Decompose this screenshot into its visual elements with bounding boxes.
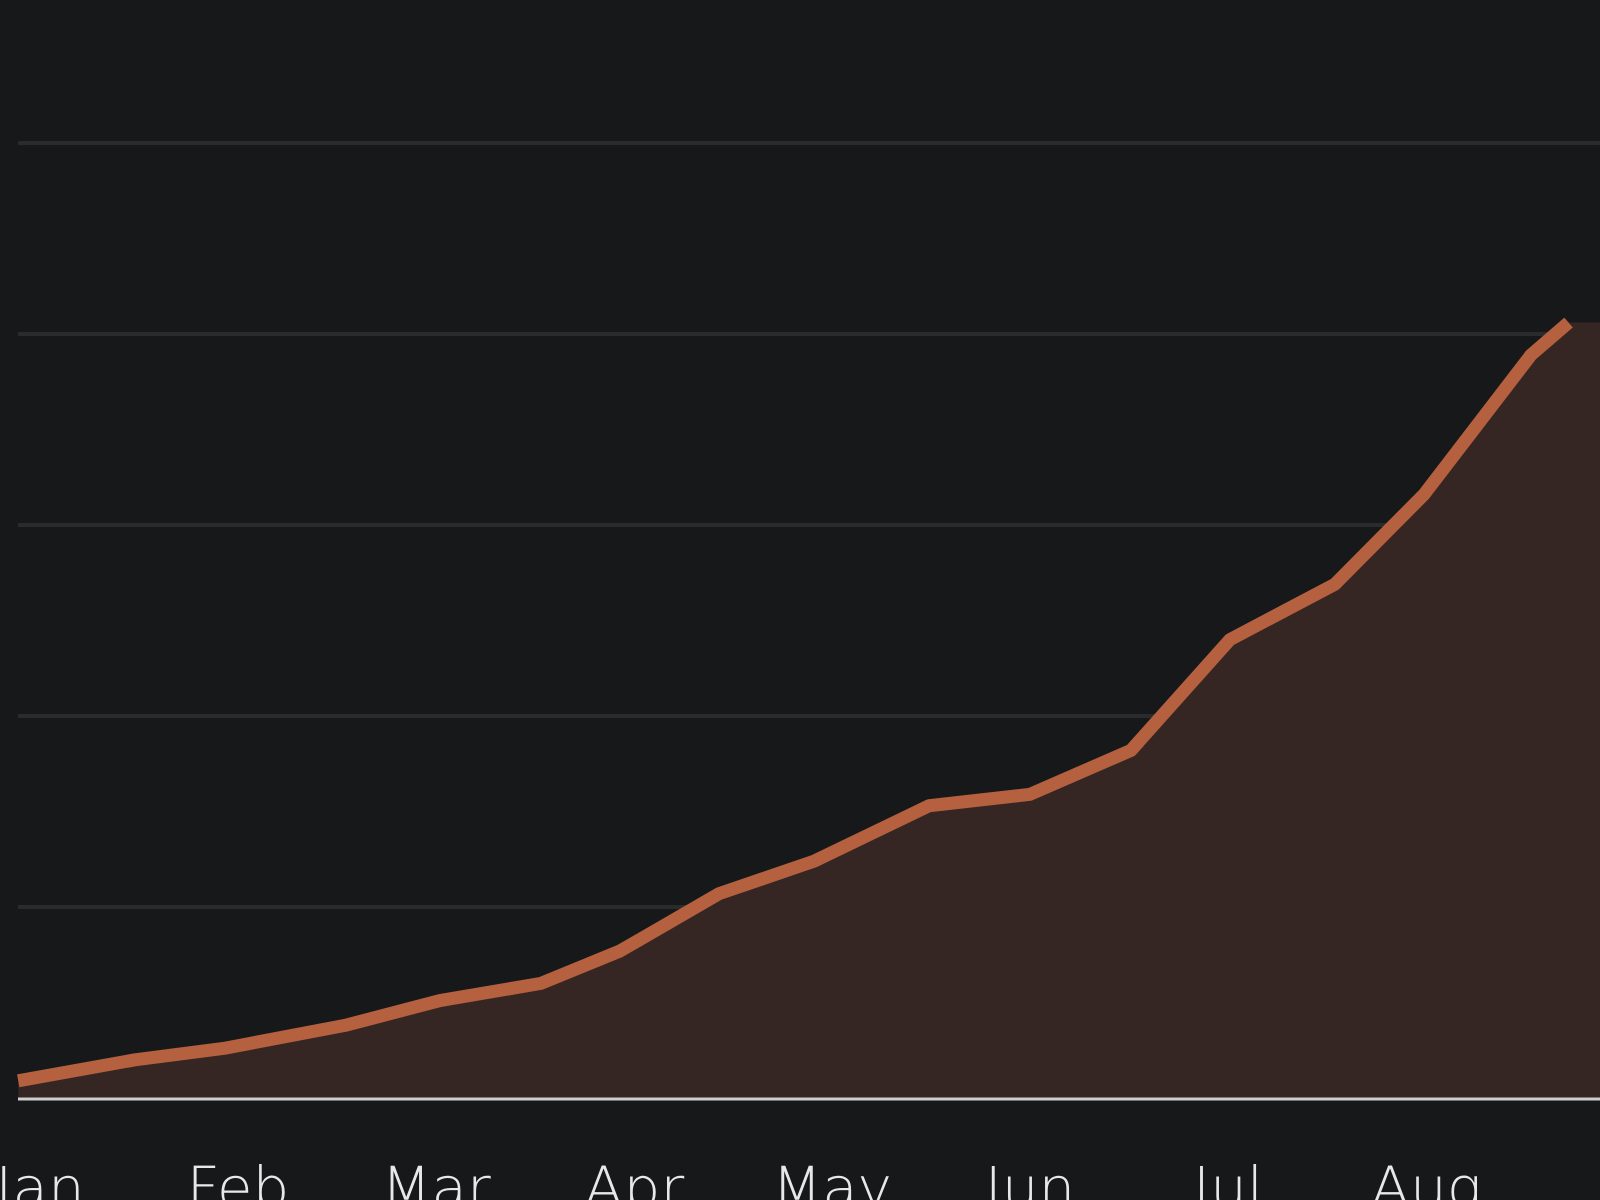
x-tick-label: Feb: [187, 1154, 290, 1200]
x-tick-label: May: [772, 1154, 892, 1200]
x-tick-label: Aug: [1370, 1154, 1481, 1200]
x-tick-label: Jun: [985, 1154, 1076, 1200]
x-tick-label: Jan: [0, 1154, 85, 1200]
series-line: [17, 317, 1573, 1088]
x-tick-label: Apr: [584, 1154, 684, 1200]
area-fill: [18, 322, 1600, 1098]
x-tick-label: Jul: [1193, 1154, 1263, 1200]
x-axis-ticks: Jan Feb Mar Apr May Jun Jul Aug: [0, 1154, 1482, 1200]
x-tick-label: Mar: [381, 1154, 491, 1200]
